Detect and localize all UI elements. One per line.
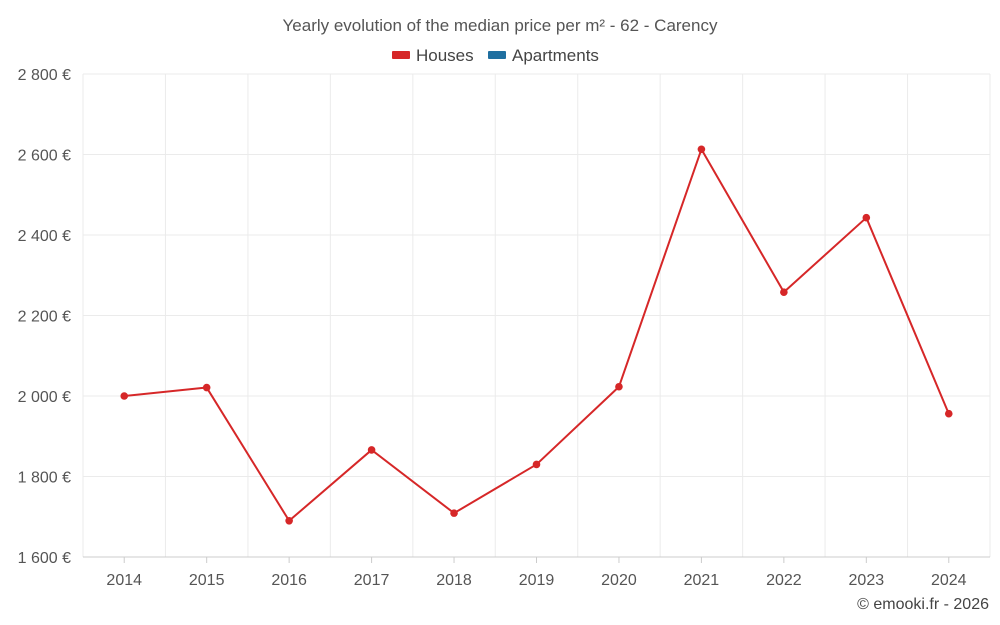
data-point[interactable] — [202, 383, 211, 392]
data-point[interactable] — [532, 460, 541, 469]
y-tick-labels: 1 600 € 1 800 € 2 000 € 2 200 € 2 400 € 2 600… — [18, 67, 71, 567]
x-tick-label: 2024 — [931, 572, 967, 589]
legend-swatch-apartments — [488, 51, 506, 59]
x-tick-label: 2023 — [849, 572, 885, 589]
x-tick-label: 2014 — [106, 572, 142, 589]
data-point[interactable] — [285, 516, 293, 525]
credit-text: © emooki.fr - 2026 — [857, 596, 989, 613]
data-point[interactable] — [862, 213, 871, 222]
y-tick-label: 2 600 € — [18, 148, 71, 165]
x-tick-label: 2015 — [189, 572, 225, 589]
x-tick-label: 2021 — [684, 572, 720, 589]
x-tick-labels: 2014 2015 2016 2017 2018 2019 2020 2021 2022 2023… — [106, 572, 966, 589]
x-tick-label: 2017 — [354, 572, 390, 589]
data-point[interactable] — [450, 509, 458, 517]
y-tick-label: 1 600 € — [18, 550, 71, 567]
y-tick-label: 2 200 € — [18, 309, 71, 326]
legend-swatch-houses — [392, 51, 410, 59]
x-tick-label: 2019 — [519, 572, 555, 589]
legend: Houses Apartments — [392, 46, 599, 65]
axes — [83, 556, 990, 563]
x-tick-label: 2016 — [271, 572, 307, 589]
y-tick-label: 2 800 € — [18, 67, 71, 84]
data-point[interactable] — [944, 409, 953, 418]
data-point[interactable] — [120, 392, 129, 400]
x-tick-label: 2020 — [601, 572, 637, 589]
data-point[interactable] — [697, 145, 706, 154]
legend-item-houses[interactable]: Houses — [392, 46, 474, 65]
data-point[interactable] — [780, 288, 788, 296]
y-tick-label: 1 800 € — [18, 470, 71, 487]
series-houses — [120, 145, 953, 525]
legend-label-apartments: Apartments — [512, 46, 599, 65]
chart-title: Yearly evolution of the median price per… — [283, 16, 718, 35]
y-tick-label: 2 400 € — [18, 228, 71, 245]
y-tick-label: 2 000 € — [18, 389, 71, 406]
data-point[interactable] — [615, 382, 623, 391]
data-point[interactable] — [367, 446, 376, 454]
x-tick-label: 2018 — [436, 572, 472, 589]
legend-item-apartments[interactable]: Apartments — [488, 46, 599, 65]
x-tick-label: 2022 — [766, 572, 802, 589]
grid — [82, 73, 991, 557]
legend-label-houses: Houses — [416, 46, 474, 65]
